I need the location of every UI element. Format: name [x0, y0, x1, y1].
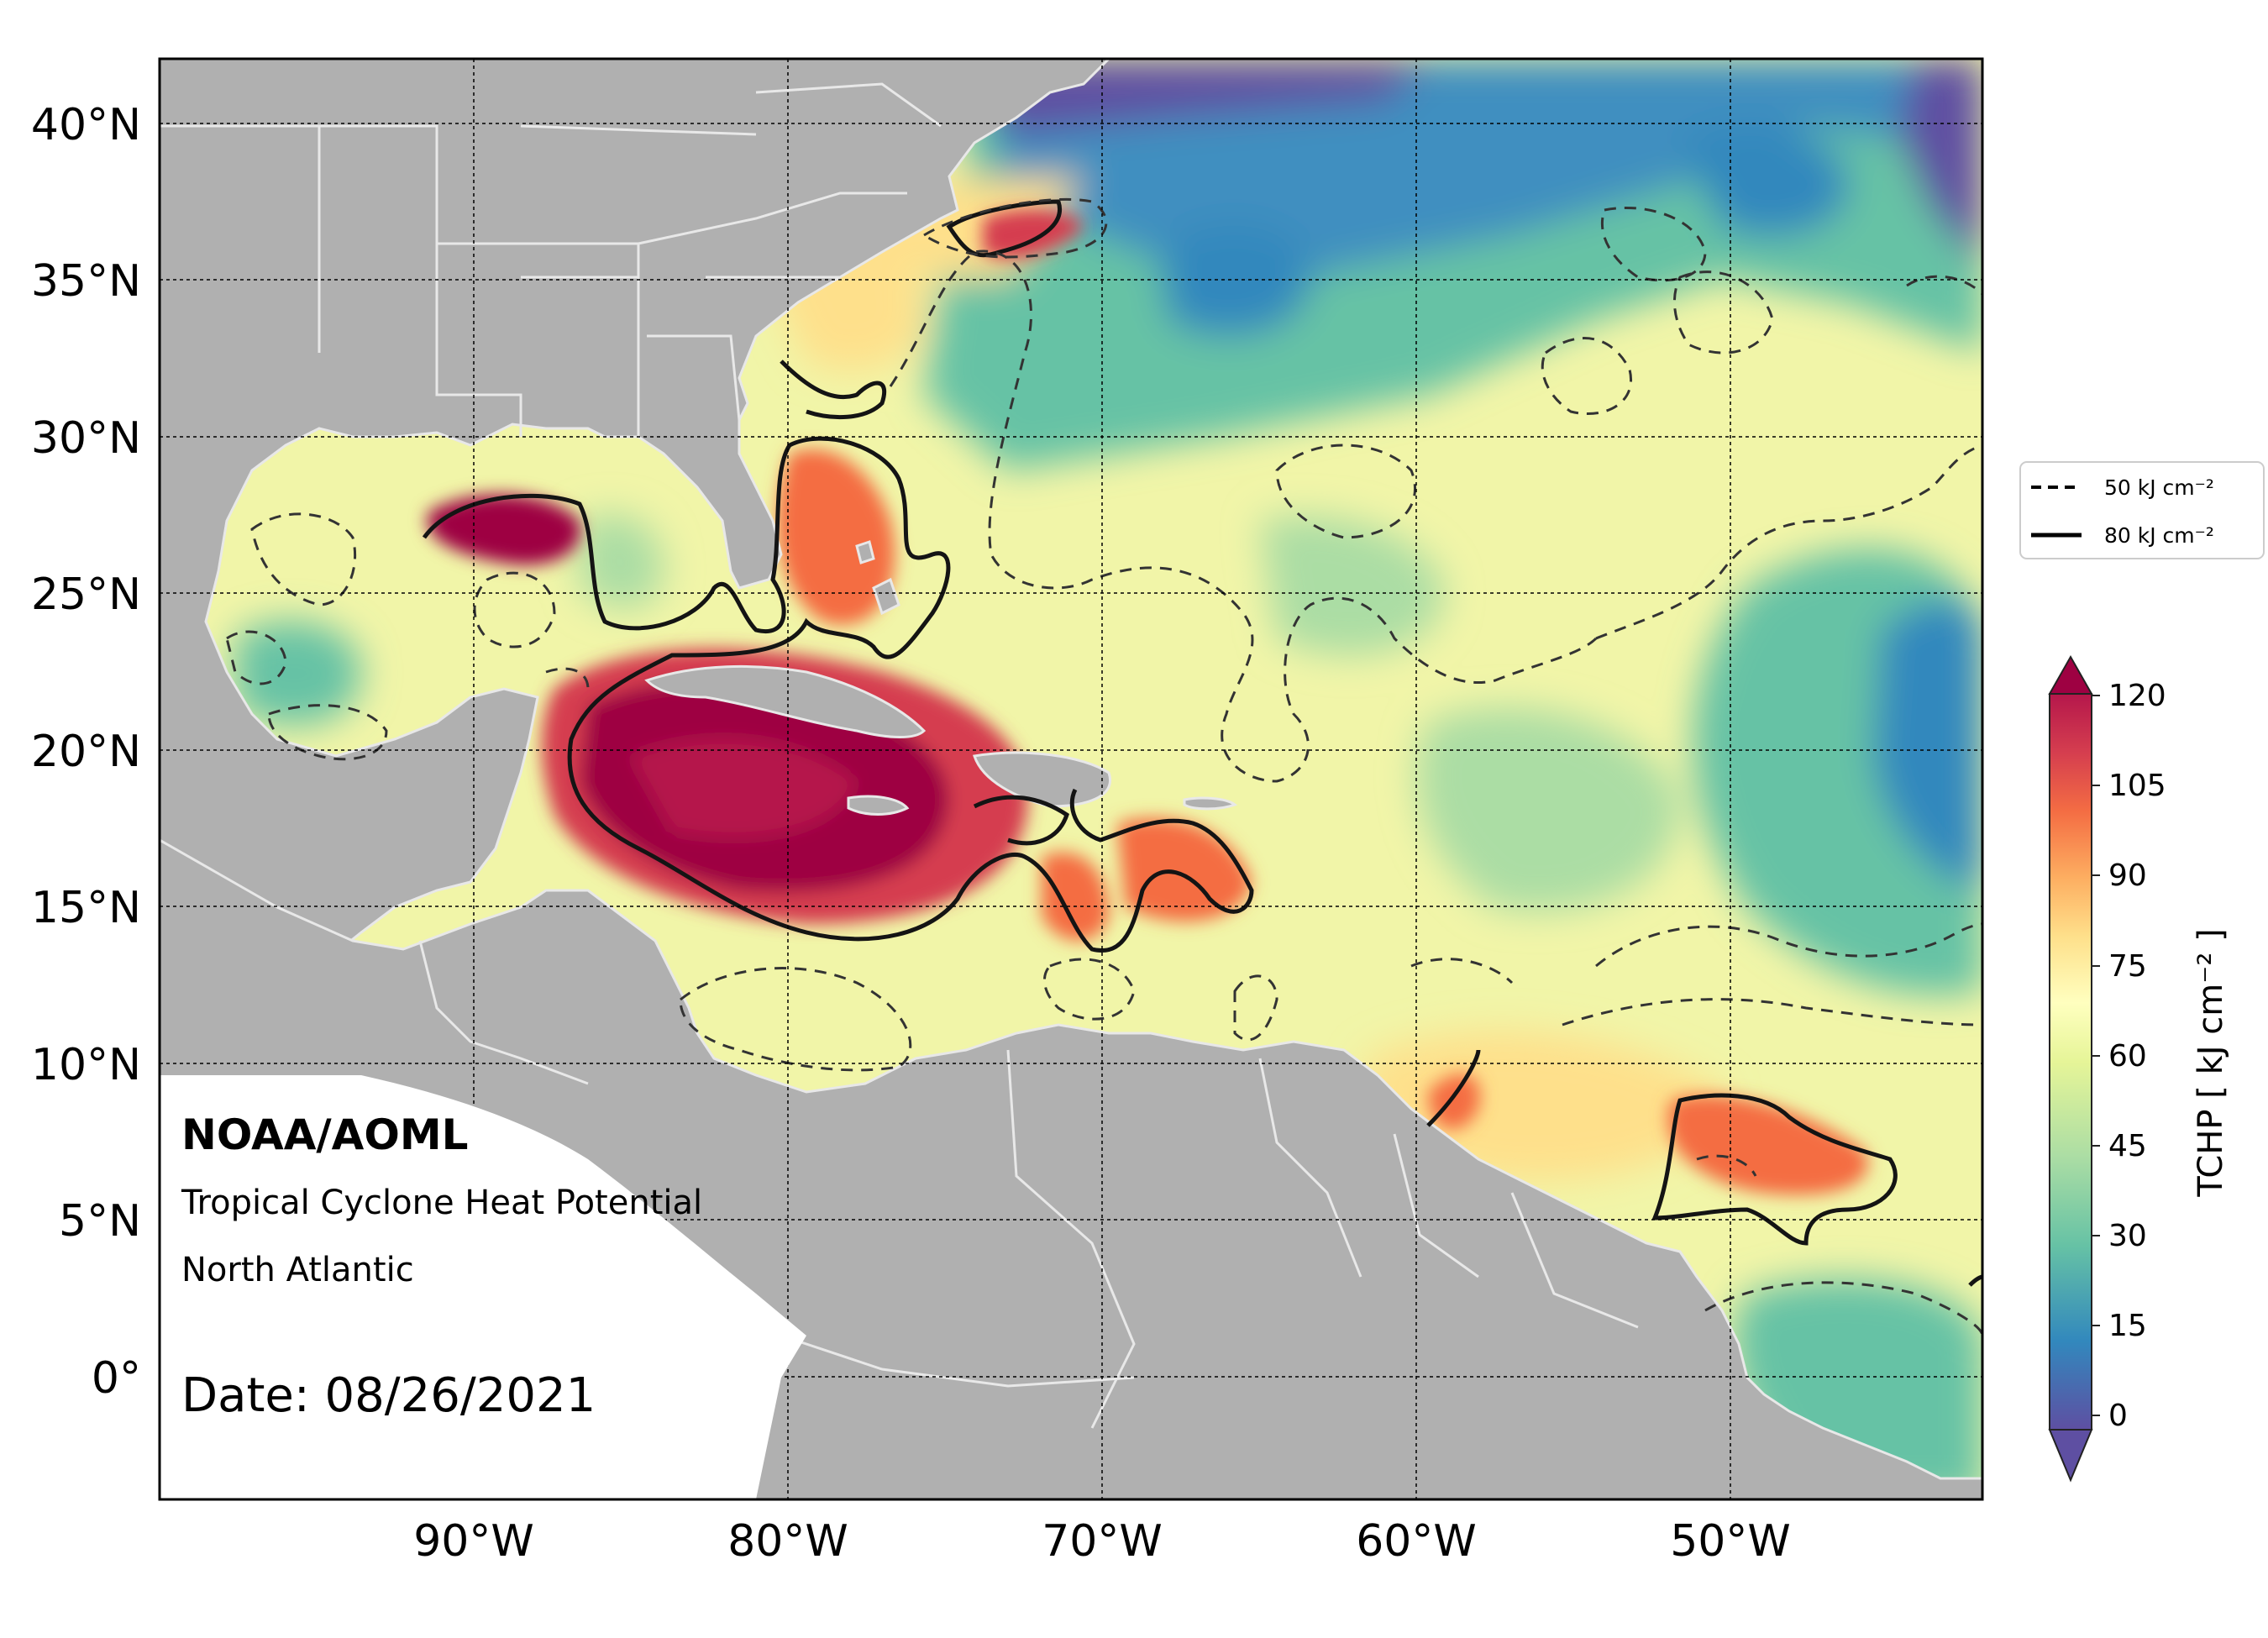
lat-tick-25: 25°N [31, 570, 141, 620]
cb-tick-120: 120 [2108, 679, 2166, 713]
product-label: Tropical Cyclone Heat Potential [181, 1184, 702, 1222]
lat-tick-35: 35°N [31, 256, 141, 307]
lon-tick-70: 70°W [1042, 1516, 1163, 1567]
contour-50 [225, 197, 1982, 1336]
legend-label-50: 50 kJ cm⁻² [2104, 475, 2214, 500]
colorbar-ramp [2049, 693, 2092, 1431]
lat-tick-20: 20°N [31, 727, 141, 777]
cb-tick-105: 105 [2108, 769, 2166, 803]
lat-tick-15: 15°N [31, 883, 141, 933]
cb-tick-30: 30 [2108, 1219, 2147, 1253]
info-panel-bg [160, 1075, 806, 1499]
region-label: North Atlantic [181, 1251, 414, 1289]
map-frame [158, 57, 1984, 1501]
cb-tick-15: 15 [2108, 1309, 2147, 1343]
lon-tick-80: 80°W [727, 1516, 848, 1567]
colorbar-tick-marks [2092, 695, 2100, 1416]
lat-tick-5: 5°N [59, 1196, 141, 1247]
org-label: NOAA/AOML [181, 1110, 468, 1159]
cb-tick-90: 90 [2108, 858, 2147, 893]
lat-tick-0: 0° [92, 1353, 141, 1404]
date-label: Date: 08/26/2021 [181, 1368, 596, 1423]
cb-tick-0: 0 [2108, 1399, 2128, 1433]
lat-tick-10: 10°N [31, 1040, 141, 1090]
lon-tick-90: 90°W [413, 1516, 534, 1567]
borders [160, 82, 1639, 1429]
colorbar-max-arrow [2048, 654, 2093, 695]
lon-tick-60: 60°W [1356, 1516, 1477, 1567]
lat-tick-40: 40°N [31, 100, 141, 150]
lon-tick-50: 50°W [1670, 1516, 1791, 1567]
colorbar-label: TCHP [ kJ cm⁻² ] [2192, 928, 2230, 1197]
cb-tick-60: 60 [2108, 1039, 2147, 1074]
colorbar: 120 105 90 75 60 45 30 15 0 TCHP [ kJ cm… [2048, 654, 2230, 1483]
lat-tick-30: 30°N [31, 413, 141, 464]
cb-tick-45: 45 [2108, 1129, 2147, 1163]
contour-legend: 50 kJ cm⁻² 80 kJ cm⁻² [2019, 461, 2265, 559]
legend-label-80: 80 kJ cm⁻² [2104, 523, 2214, 548]
map-area [160, 59, 1982, 1499]
cb-tick-75: 75 [2108, 949, 2147, 984]
colorbar-min-arrow [2048, 1429, 2093, 1483]
lon-ticks: 90°W 80°W 70°W 60°W 50°W [413, 1516, 1791, 1567]
contour-80 [422, 199, 1982, 1287]
lat-ticks: 40°N 35°N 30°N 25°N 20°N 15°N 10°N 5°N 0… [31, 100, 141, 1404]
